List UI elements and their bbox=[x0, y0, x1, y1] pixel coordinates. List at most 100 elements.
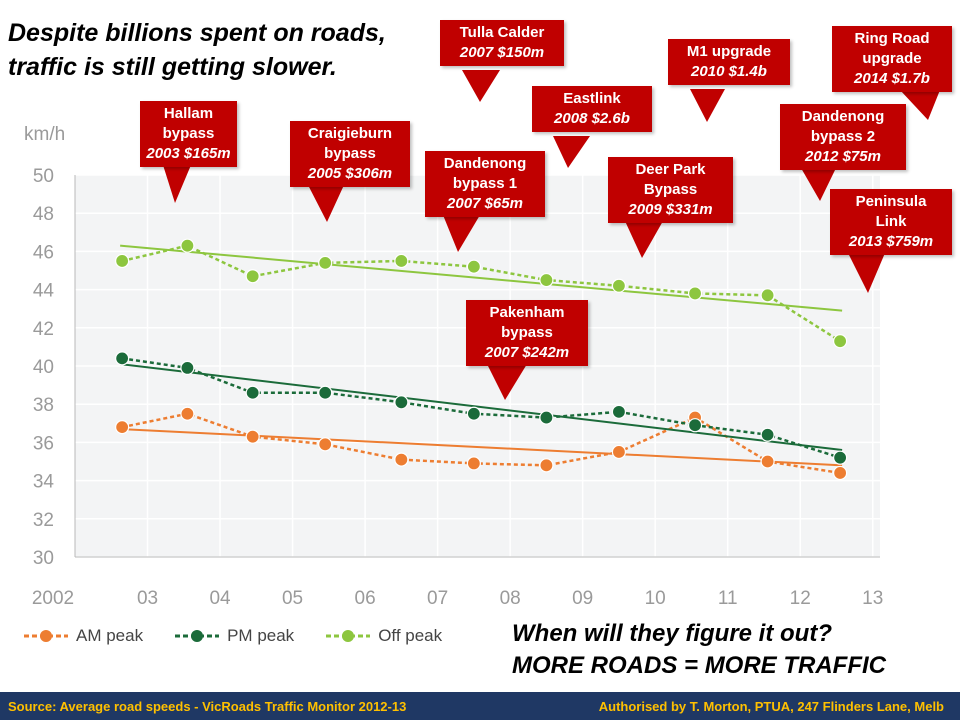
callout-cost: 2007 $242m bbox=[484, 344, 570, 361]
data-point bbox=[245, 385, 260, 400]
x-tick-label: 09 bbox=[572, 588, 593, 609]
x-tick-label: 06 bbox=[355, 588, 376, 609]
y-tick-label: 48 bbox=[33, 204, 54, 225]
callout-cost: 2007 $65m bbox=[447, 195, 523, 212]
data-point bbox=[180, 406, 195, 421]
footer-credit: Authorised by T. Morton, PTUA, 247 Flind… bbox=[598, 698, 944, 714]
callout-cost: 2012 $75m bbox=[805, 148, 881, 165]
callout-pointer bbox=[487, 364, 527, 400]
callout-m1-upgrade: M1 upgrade 2010 $1.4b bbox=[668, 39, 790, 85]
legend-item-am-peak: AM peak bbox=[22, 626, 143, 646]
callout-pointer bbox=[553, 136, 590, 168]
callout-cost: 2013 $759m bbox=[848, 233, 934, 250]
data-point bbox=[466, 456, 481, 471]
callout-title: Peninsula bbox=[855, 193, 927, 210]
data-point bbox=[687, 418, 703, 433]
callout-title: Pakenham bbox=[489, 304, 565, 321]
callout-title: Craigieburn bbox=[307, 125, 393, 142]
callout-title: bypass bbox=[162, 125, 215, 142]
legend-label-am: AM peak bbox=[76, 626, 144, 645]
callout-cost: 2010 $1.4b bbox=[691, 63, 767, 80]
callout-cost: 2008 $2.6b bbox=[554, 110, 630, 127]
legend: AM peak PM peak Off peak bbox=[22, 626, 442, 646]
y-tick-label: 32 bbox=[33, 510, 54, 531]
y-tick-label: 50 bbox=[33, 166, 54, 187]
callout-pointer bbox=[163, 165, 191, 203]
callout-pointer bbox=[308, 185, 344, 222]
data-point bbox=[245, 429, 260, 444]
data-point bbox=[833, 334, 848, 349]
callout-hallam: Hallam bypass 2003 $165m bbox=[140, 101, 237, 167]
data-point bbox=[687, 286, 703, 301]
data-point bbox=[394, 452, 409, 467]
trend-line bbox=[120, 363, 843, 452]
callout-pointer bbox=[848, 253, 885, 293]
callout-title: bypass 1 bbox=[452, 175, 518, 192]
data-point bbox=[318, 255, 333, 270]
headline-line-2: traffic is still getting slower. bbox=[8, 53, 337, 81]
trend-line bbox=[120, 428, 843, 467]
x-tick-label: 12 bbox=[790, 588, 811, 609]
headline: Despite billions spent on roads, traffic… bbox=[8, 16, 438, 84]
series-line bbox=[121, 244, 841, 343]
callout-cost: 2007 $150m bbox=[459, 44, 545, 61]
data-point bbox=[760, 288, 775, 303]
callout-title: bypass 2 bbox=[810, 128, 876, 145]
callout-pointer bbox=[625, 221, 663, 258]
y-tick-label: 38 bbox=[33, 395, 54, 416]
callout-title: Eastlink bbox=[563, 90, 621, 107]
callout-title: Dandenong bbox=[801, 108, 885, 125]
callout-title: upgrade bbox=[862, 50, 922, 67]
y-axis-label: km/h bbox=[24, 124, 65, 145]
callout-pointer bbox=[801, 168, 836, 201]
footer-bar: Source: Average road speeds - VicRoads T… bbox=[0, 692, 960, 720]
data-point bbox=[394, 253, 409, 269]
legend-item-pm-peak: PM peak bbox=[173, 626, 294, 646]
question-line-1: When will they figure it out? bbox=[512, 620, 832, 647]
legend-label-off: Off peak bbox=[378, 626, 443, 645]
callout-pointer bbox=[462, 70, 500, 102]
callout-title: Hallam bbox=[163, 105, 214, 122]
data-point bbox=[394, 395, 409, 410]
y-tick-label: 36 bbox=[33, 433, 54, 454]
callout-title: Ring Road bbox=[854, 30, 930, 47]
data-point bbox=[115, 420, 130, 435]
x-tick-label: 08 bbox=[500, 588, 521, 609]
x-tick-label: 03 bbox=[137, 588, 158, 609]
callout-ring-road: Ring Road upgrade 2014 $1.7b bbox=[832, 26, 952, 92]
callout-title: Dandenong bbox=[443, 155, 527, 172]
callout-dandenong-bypass-1: Dandenong bypass 1 2007 $65m bbox=[425, 151, 545, 217]
callout-pointer bbox=[443, 215, 480, 252]
data-point bbox=[318, 437, 333, 452]
data-point bbox=[760, 454, 775, 469]
y-tick-label: 40 bbox=[33, 357, 54, 378]
data-point bbox=[318, 385, 333, 400]
data-point bbox=[611, 278, 627, 293]
data-point bbox=[466, 406, 481, 421]
x-tick-label: 10 bbox=[645, 588, 666, 609]
trend-line bbox=[120, 244, 843, 312]
data-point bbox=[539, 410, 554, 425]
data-point bbox=[466, 259, 481, 274]
data-point bbox=[115, 253, 130, 269]
callout-title: bypass bbox=[324, 145, 376, 162]
callout-title: Link bbox=[875, 213, 907, 230]
data-point bbox=[539, 458, 554, 473]
x-tick-label: 07 bbox=[427, 588, 448, 609]
callout-title: Tulla Calder bbox=[459, 24, 545, 41]
callout-title: M1 upgrade bbox=[686, 43, 772, 60]
data-point bbox=[611, 444, 627, 460]
closing-question: When will they figure it out? MORE ROADS… bbox=[512, 618, 886, 682]
x-tick-label: 05 bbox=[282, 588, 303, 609]
data-point bbox=[833, 465, 848, 481]
callout-deer-park: Deer Park Bypass 2009 $331m bbox=[608, 157, 733, 223]
callout-pointer bbox=[690, 89, 725, 122]
footer-source: Source: Average road speeds - VicRoads T… bbox=[8, 698, 407, 714]
callout-cost: 2009 $331m bbox=[628, 201, 713, 218]
legend-label-pm: PM peak bbox=[227, 626, 295, 645]
question-line-2: MORE ROADS = MORE TRAFFIC bbox=[512, 652, 887, 679]
legend-swatch-am bbox=[24, 630, 68, 642]
data-point bbox=[833, 450, 848, 465]
callout-cost: 2014 $1.7b bbox=[854, 70, 930, 87]
